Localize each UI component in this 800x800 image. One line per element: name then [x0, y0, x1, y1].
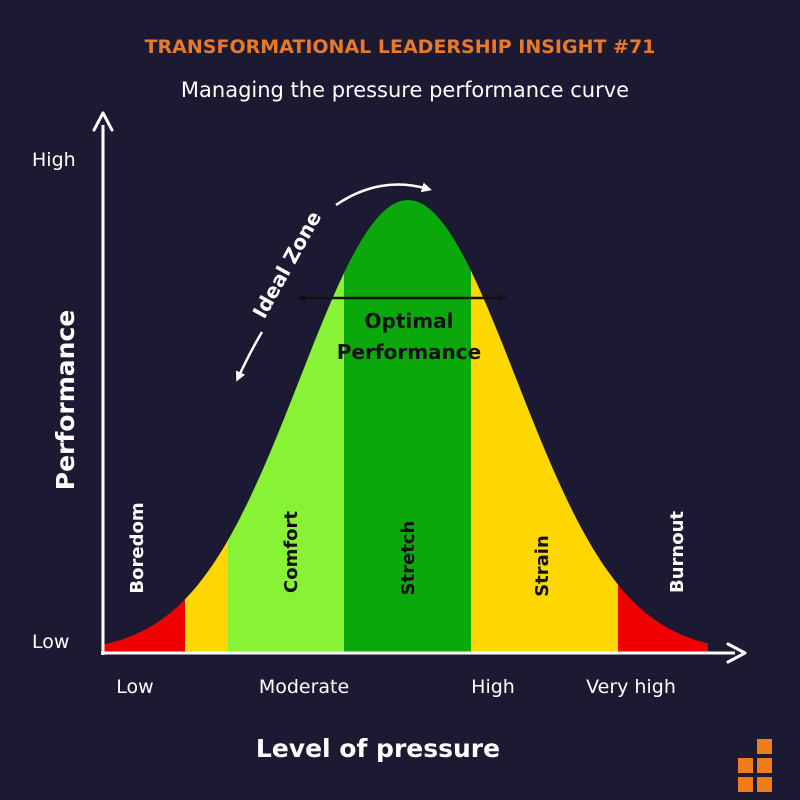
page-title: TRANSFORMATIONAL LEADERSHIP INSIGHT #71 — [145, 36, 656, 58]
y-high-label: High — [32, 149, 76, 171]
x-tick-very-high: Very high — [586, 676, 676, 698]
y-axis-arrow-icon — [92, 111, 114, 132]
zone-label-strain: Strain — [532, 535, 553, 597]
zone-band-stretch — [344, 200, 472, 653]
x-axis-title: Level of pressure — [256, 734, 500, 763]
ideal-zone-arrow-lower — [235, 331, 264, 382]
y-low-label: Low — [32, 631, 69, 653]
zone-band-burnout-right — [618, 200, 708, 653]
page-subtitle: Managing the pressure performance curve — [181, 78, 629, 102]
optimal-label-line2: Performance — [337, 340, 481, 364]
x-tick-high: High — [471, 676, 515, 698]
ideal-zone-arrow-upper — [335, 182, 432, 207]
x-axis-arrow-icon — [726, 642, 747, 664]
zone-label-boredom: Boredom — [127, 502, 148, 593]
x-tick-moderate: Moderate — [259, 676, 349, 698]
zone-label-burnout: Burnout — [667, 511, 688, 593]
zone-label-stretch: Stretch — [398, 521, 419, 596]
zone-band-boredom-yellow — [185, 200, 229, 653]
optimal-label-line1: Optimal — [365, 309, 454, 333]
ideal-zone-label: Ideal Zone — [248, 207, 327, 322]
x-tick-low: Low — [116, 676, 153, 698]
zone-label-comfort: Comfort — [281, 511, 302, 593]
stacked-squares-logo-icon — [738, 739, 772, 792]
y-axis-title: Performance — [51, 310, 80, 490]
